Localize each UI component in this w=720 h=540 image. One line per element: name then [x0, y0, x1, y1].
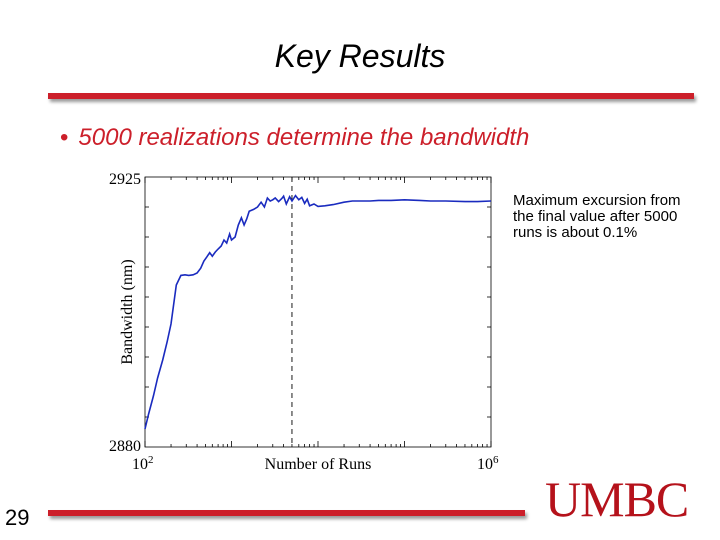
bullet-dot-icon: •	[60, 124, 69, 151]
y-tick-label-bottom: 2880	[109, 438, 141, 455]
title-divider	[48, 93, 694, 99]
y-tick-label-top: 2925	[109, 171, 141, 188]
annotation-note: Maximum excursion from the final value a…	[513, 192, 681, 241]
footer-divider	[48, 510, 525, 516]
axis-ticks	[144, 177, 492, 447]
bullet-point: • 5000 realizations determine the bandwid…	[60, 124, 529, 152]
x-tick-right-base: 10	[477, 456, 493, 473]
x-tick-left-exp: 2	[148, 454, 154, 466]
slide-title: Key Results	[274, 38, 446, 74]
series-line	[144, 194, 492, 430]
x-tick-label-left: 102	[132, 454, 154, 473]
bullet-text: 5000 realizations determine the bandwidt…	[78, 124, 530, 151]
y-axis-label: Bandwidth (nm)	[119, 259, 136, 364]
slide-number: 29	[5, 505, 30, 530]
x-tick-left-base: 10	[132, 456, 148, 473]
x-axis-label: Number of Runs	[265, 456, 372, 473]
x-tick-right-exp: 6	[493, 454, 499, 466]
plot-frame	[144, 176, 492, 448]
umbc-logo: UMBC	[545, 471, 689, 527]
x-tick-label-right: 106	[477, 454, 499, 473]
